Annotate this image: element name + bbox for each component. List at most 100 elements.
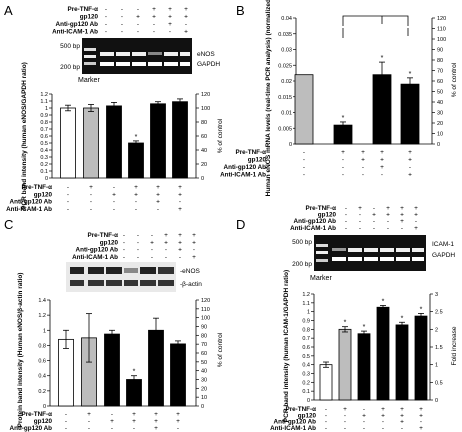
condition-sign: +	[168, 14, 172, 21]
condition-sign: -	[387, 218, 389, 225]
condition-sign: +	[408, 157, 412, 164]
y-tick-label: 0.9	[302, 319, 310, 325]
condition-sign: +	[192, 254, 196, 261]
bar	[395, 324, 409, 401]
icam-band	[412, 248, 424, 252]
gapdh-band	[148, 62, 162, 66]
significance-mark: *	[401, 315, 404, 322]
y-tick-label: 0.4	[302, 363, 310, 369]
y2-tick-label: 120	[201, 92, 210, 98]
gapdh-band	[412, 257, 424, 261]
condition-sign: -	[137, 239, 139, 246]
significance-mark: *	[420, 306, 423, 313]
panel-c-blot: -eNOS -β-actin	[66, 262, 202, 292]
condition-sign: -	[65, 411, 67, 418]
condition-sign: -	[303, 164, 305, 171]
condition-sign: -	[420, 419, 422, 426]
condition-sign: -	[137, 247, 139, 254]
condition-sign: -	[359, 225, 361, 232]
condition-sign: +	[156, 184, 160, 191]
condition-sign: -	[67, 199, 69, 206]
condition-sign: -	[362, 164, 364, 171]
y2-tick-label: 70	[437, 69, 443, 75]
bar	[338, 328, 352, 401]
condition-sign: +	[184, 14, 188, 21]
condition-sign: -	[137, 254, 139, 261]
y2-tick-label: 30	[437, 111, 443, 117]
y2-tick-label: 60	[201, 351, 207, 357]
condition-sign: -	[344, 425, 346, 432]
gapdh-band	[100, 62, 114, 66]
y2-tick-label: 2	[435, 327, 438, 333]
panel-b-brackets	[342, 15, 409, 38]
marker-band	[316, 251, 328, 254]
y-tick-label: 0	[289, 142, 292, 148]
y-tick-label: 1.2	[38, 313, 46, 319]
gapdh-band	[116, 62, 130, 66]
actin-band	[158, 280, 174, 286]
condition-sign: +	[154, 425, 158, 432]
condition-sign: +	[400, 205, 404, 212]
condition-sign: +	[134, 184, 138, 191]
condition-sign: -	[325, 412, 327, 419]
y-tick-label: 0.4	[40, 148, 48, 154]
enos-band	[124, 268, 138, 273]
y-tick-label: 0	[45, 176, 48, 182]
enos-band	[158, 267, 174, 274]
condition-sign: -	[111, 411, 113, 418]
condition-sign: +	[154, 411, 158, 418]
y2-tick-label: 40	[201, 369, 207, 375]
condition-sign: -	[90, 206, 92, 213]
y-tick-label: 0	[43, 404, 46, 410]
y-tick-label: 0.7	[40, 127, 48, 133]
y2-tick-label: 10	[201, 395, 207, 401]
condition-sign: -	[137, 6, 139, 13]
condition-sign: +	[386, 212, 390, 219]
chart-panel-d: 0 0.1 0.2 0.3 0.4 0.5 0.6 0.7 0.8 0.9 1 1.1 1.2 0 0.5 1…	[283, 270, 458, 422]
y-tick-label: 0.6	[40, 134, 48, 140]
y2-tick-label: 110	[201, 307, 210, 313]
condition-label: Pre-TNF-α	[236, 149, 267, 156]
condition-label: Anti-gp120 Ab	[10, 425, 53, 432]
y-axis-title: Human eNOS mRNA levels (real-time PCR an…	[265, 0, 272, 196]
condition-sign: +	[400, 212, 404, 219]
condition-label: Anti-gp120 Ab	[76, 247, 119, 254]
panel-letter-b: B	[236, 3, 245, 18]
ladder-label: 200 bp	[292, 261, 312, 268]
condition-sign: -	[105, 14, 107, 21]
condition-label: Pre-TNF-α	[68, 6, 99, 13]
condition-label: Pre-TNF-α	[306, 205, 337, 212]
condition-sign: -	[151, 254, 153, 261]
y2-tick-label: 90	[201, 325, 207, 331]
y-tick-label: 0.6	[302, 345, 310, 351]
condition-sign: +	[192, 232, 196, 239]
gapdh-band	[332, 257, 346, 261]
condition-sign: -	[90, 191, 92, 198]
condition-sign: +	[136, 14, 140, 21]
chart-panel-c: 0 0.2 0.4 0.6 0.8 1 1.2 1.4 0 10 20 30 40 50 60 70 80 90 1…	[17, 273, 224, 428]
condition-label: gp120	[248, 157, 267, 164]
significance-mark: *	[363, 324, 366, 331]
condition-sign: +	[358, 205, 362, 212]
y2-tick-label: 0.5	[435, 380, 443, 386]
condition-sign: -	[123, 232, 125, 239]
y2-tick-label: 90	[437, 48, 443, 54]
condition-label: Anti-ICAM-1 Ab	[52, 29, 98, 36]
enos-band	[164, 52, 178, 56]
y-tick-label: 1.2	[40, 92, 48, 98]
ladder-label: 200 bp	[60, 64, 80, 71]
band-label: ICAM-1	[432, 241, 454, 248]
condition-sign: -	[137, 29, 139, 36]
bar	[58, 338, 74, 407]
gapdh-band	[380, 257, 394, 261]
y2-tick-label: 50	[437, 90, 443, 96]
condition-sign: -	[325, 425, 327, 432]
condition-sign: -	[165, 254, 167, 261]
condition-sign: -	[105, 6, 107, 13]
condition-sign: -	[345, 225, 347, 232]
condition-sign: -	[151, 232, 153, 239]
y-tick-label: 0.8	[302, 327, 310, 333]
y-tick-label: 0	[307, 398, 310, 404]
condition-label: Anti-ICAM-1 Ab	[6, 206, 52, 213]
